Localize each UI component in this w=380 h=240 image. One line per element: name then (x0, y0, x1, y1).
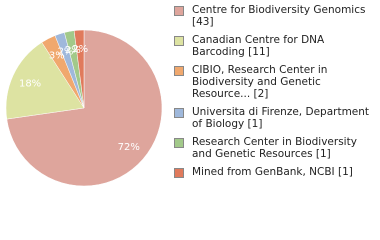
legend: Centre for Biodiversity Genomics [43] Can… (172, 4, 377, 184)
slice-label: 72% (118, 142, 140, 153)
legend-swatch (174, 6, 184, 16)
slice-label: 2% (58, 47, 74, 58)
legend-item: Research Center in Biodiversity and Gene… (172, 136, 377, 160)
legend-swatch (174, 138, 184, 148)
legend-swatch (174, 36, 184, 46)
slice-label: 3% (49, 50, 65, 61)
legend-label: CIBIO, Research Center in Biodiversity a… (192, 64, 328, 100)
legend-swatch (174, 108, 184, 118)
legend-swatch (174, 168, 184, 178)
pie-slice (73, 29, 85, 109)
legend-item: Canadian Centre for DNA Barcoding [11] (172, 34, 377, 58)
legend-label: Centre for Biodiversity Genomics [43] (192, 4, 366, 28)
slice-label: 2% (72, 44, 88, 55)
slice-label: 18% (19, 78, 41, 89)
legend-label: Mined from GenBank, NCBI [1] (192, 166, 353, 178)
legend-label: Canadian Centre for DNA Barcoding [11] (192, 34, 325, 58)
legend-label: Research Center in Biodiversity and Gene… (192, 136, 357, 160)
legend-item: Mined from GenBank, NCBI [1] (172, 166, 377, 178)
slice-label: 2% (65, 45, 81, 56)
pie-slice (6, 29, 163, 187)
legend-item: Universita di Firenze, Department of Bio… (172, 106, 377, 130)
legend-label: Universita di Firenze, Department of Bio… (192, 106, 370, 130)
legend-item: Centre for Biodiversity Genomics [43] (172, 4, 377, 28)
legend-swatch (174, 66, 184, 76)
pie-area: 72%18%3%2%2%2% (5, 29, 163, 187)
pie-slice (5, 42, 85, 120)
legend-item: CIBIO, Research Center in Biodiversity a… (172, 64, 377, 100)
